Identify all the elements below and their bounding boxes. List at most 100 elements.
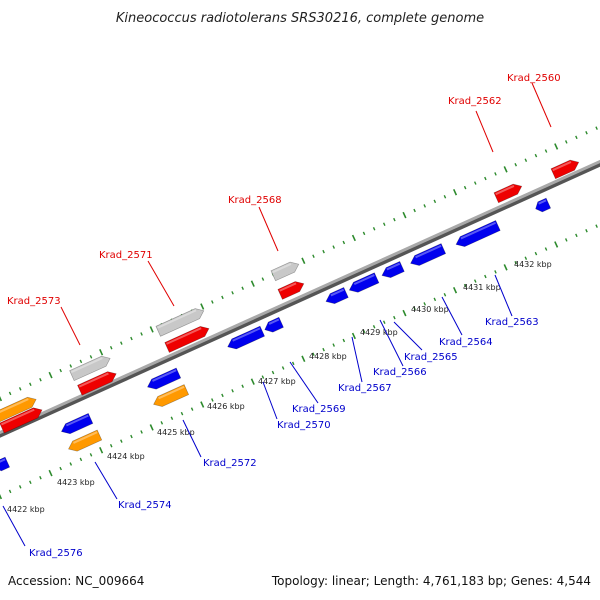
ruler-tick	[393, 217, 396, 222]
ruler-tick	[130, 434, 133, 439]
ruler-tick	[18, 387, 22, 391]
gene-forward[interactable]	[0, 407, 43, 434]
ruler-tick	[231, 291, 234, 295]
gene-reverse[interactable]	[264, 316, 284, 333]
ruler-tick	[109, 345, 113, 350]
gene-reverse[interactable]	[147, 367, 182, 390]
ruler-label: 4426 kbp	[207, 402, 245, 411]
ruler-tick	[554, 241, 559, 248]
gene-reverse[interactable]	[60, 413, 94, 435]
ruler-tick	[544, 149, 548, 153]
gene-forward[interactable]	[493, 183, 523, 204]
gene-label-reverse[interactable]: Krad_2574	[118, 500, 172, 511]
ruler-tick	[170, 416, 174, 421]
ruler-tick	[503, 166, 508, 173]
ruler-tick	[402, 211, 407, 219]
gene-reverse-highlight	[232, 327, 261, 342]
ruler-tick	[382, 320, 386, 324]
ruler-tick	[241, 384, 244, 388]
gene-reverse-highlight	[268, 318, 280, 325]
gene-forward-highlight	[78, 372, 109, 388]
ruler-tick	[200, 401, 205, 408]
ruler-tick	[585, 229, 588, 233]
gene-reverse-highlight	[0, 458, 6, 463]
gene-reverse-highlight	[152, 369, 177, 382]
ruler-tick	[575, 135, 578, 140]
ruler-label: 4427 kbp	[258, 377, 296, 386]
gene-grey-highlight	[70, 357, 103, 373]
gene-orange[interactable]	[153, 384, 190, 407]
gene-forward[interactable]	[277, 281, 305, 300]
gene-reverse-highlight	[386, 262, 401, 271]
gene-reverse[interactable]	[381, 261, 405, 278]
ruler-tick	[413, 306, 416, 311]
genome-summary-text: Topology: linear; Length: 4,761,183 bp; …	[271, 574, 591, 588]
gene-reverse[interactable]	[535, 197, 552, 213]
gene-reverse[interactable]	[227, 325, 265, 350]
ruler-tick	[160, 421, 164, 425]
ruler-tick	[241, 286, 244, 290]
ruler-tick	[595, 126, 598, 130]
ruler-label: 4422 kbp	[7, 505, 45, 514]
ruler-tick	[8, 391, 12, 396]
gene-orange-highlight	[158, 385, 185, 400]
gene-label-reverse[interactable]: Krad_2576	[29, 548, 83, 559]
ruler-tick	[423, 302, 427, 306]
gene-reverse[interactable]	[325, 287, 349, 304]
forward-gene-labels: Krad_2560 Krad_2562 Krad_2568 Krad_2571 …	[7, 73, 561, 307]
ruler-tick	[544, 247, 548, 251]
gene-reverse[interactable]	[410, 243, 447, 266]
ruler-tick	[261, 277, 265, 281]
ruler-tick	[473, 279, 477, 283]
gene-label-reverse[interactable]: Krad_2570	[277, 420, 331, 431]
gene-reverse[interactable]	[0, 456, 11, 472]
ruler-tick	[463, 185, 467, 190]
ruler-tick	[39, 475, 42, 480]
gene-label-forward[interactable]: Krad_2573	[7, 296, 61, 307]
ruler-tick	[452, 286, 458, 294]
ruler-tick	[382, 222, 386, 226]
ruler-tick	[423, 204, 427, 208]
gene-label-forward[interactable]: Krad_2560	[507, 73, 561, 84]
gene-forward[interactable]	[164, 326, 210, 353]
gene-grey[interactable]	[270, 261, 300, 282]
gene-label-reverse[interactable]: Krad_2572	[203, 458, 257, 469]
ruler-tick	[342, 240, 346, 245]
ruler-tick	[393, 315, 396, 320]
ruler-tick	[99, 349, 104, 356]
ruler-tick	[494, 172, 497, 176]
gene-grey[interactable]	[155, 308, 205, 337]
gene-orange[interactable]	[68, 429, 103, 452]
ruler-tick	[503, 264, 508, 271]
ruler-tick	[39, 377, 42, 382]
ruler-tick	[524, 158, 528, 162]
gene-label-reverse[interactable]: Krad_2567	[338, 383, 392, 394]
gene-forward-highlight	[279, 282, 297, 292]
gene-orange[interactable]	[0, 396, 37, 423]
ruler-tick	[221, 295, 224, 300]
gene-grey[interactable]	[69, 355, 111, 382]
ruler-tick	[351, 234, 356, 242]
ruler-tick	[140, 332, 143, 336]
gene-label-reverse[interactable]: Krad_2566	[373, 367, 427, 378]
gene-reverse[interactable]	[455, 220, 501, 247]
gene-label-reverse[interactable]: Krad_2564	[439, 337, 493, 348]
gene-reverse[interactable]	[348, 272, 380, 293]
gene-forward[interactable]	[550, 159, 580, 180]
ruler-tick	[595, 224, 598, 228]
ruler-tick	[79, 359, 83, 364]
gene-forward[interactable]	[77, 371, 117, 396]
gene-grey-highlight	[157, 309, 197, 329]
gene-label-reverse[interactable]: Krad_2565	[404, 352, 458, 363]
ruler-tick	[0, 396, 3, 402]
ruler-tick	[402, 309, 407, 317]
gene-label-forward[interactable]: Krad_2562	[448, 96, 502, 107]
gene-label-forward[interactable]: Krad_2568	[228, 195, 282, 206]
ruler-tick	[564, 140, 568, 144]
ruler-tick	[433, 199, 437, 204]
ruler-tick	[524, 256, 528, 260]
gene-label-forward[interactable]: Krad_2571	[99, 250, 153, 261]
gene-label-reverse[interactable]: Krad_2563	[485, 317, 539, 328]
gene-label-reverse[interactable]: Krad_2569	[292, 404, 346, 415]
